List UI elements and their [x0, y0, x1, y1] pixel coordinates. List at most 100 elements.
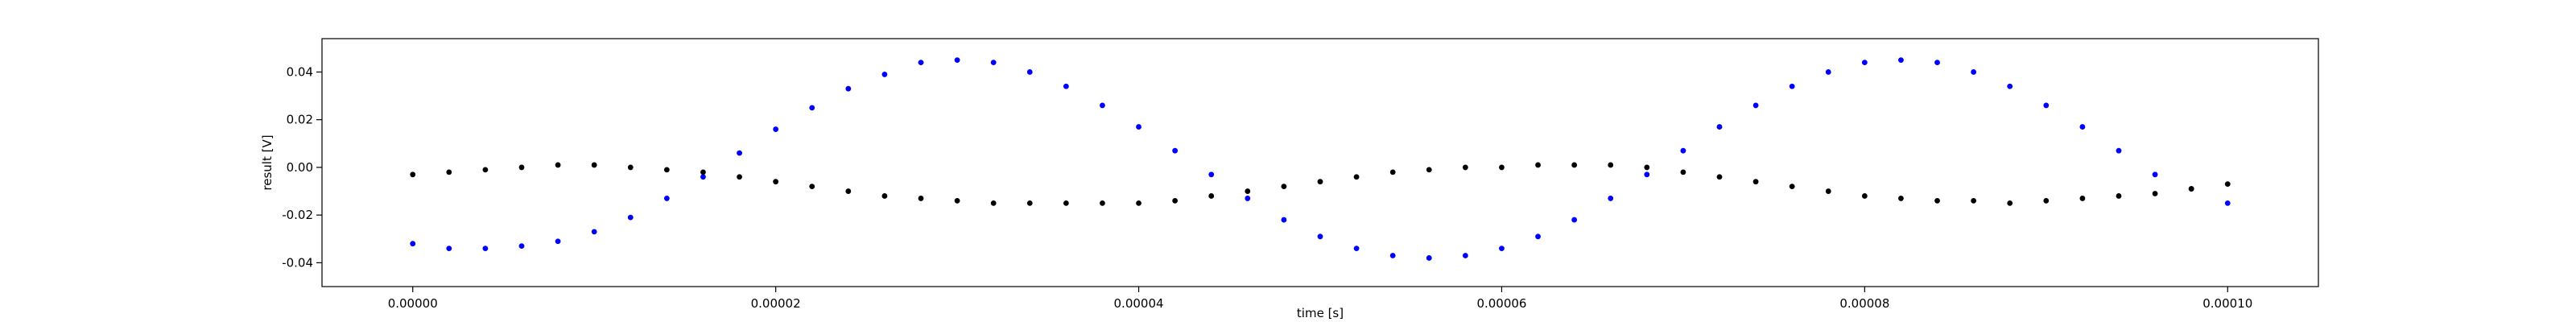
y-tick-label: 0.00 [287, 160, 313, 175]
series-1-point [2116, 147, 2122, 154]
series-1-point [1535, 233, 1541, 240]
series-2-point [1426, 167, 1432, 173]
series-1-point [1752, 102, 1759, 109]
series-layer [410, 57, 2231, 261]
series-2-point [1281, 184, 1287, 190]
series-1-point [1281, 217, 1287, 223]
series-1-point [2079, 124, 2086, 130]
series-2-point [773, 179, 779, 185]
series-2-point [2188, 186, 2194, 192]
series-2-point [1971, 197, 1977, 204]
series-2-point [1499, 164, 1505, 171]
series-2-point [663, 167, 670, 173]
series-1-point [700, 174, 706, 180]
series-2-point [845, 188, 852, 194]
series-1-point [773, 126, 779, 132]
series-2-point [1752, 179, 1759, 185]
series-2-point [1353, 174, 1360, 180]
series-2-point [1389, 169, 1396, 175]
series-2-point [1026, 200, 1033, 206]
series-2-point [1825, 188, 1831, 194]
series-1-point [482, 246, 489, 252]
series-1-point [918, 60, 924, 66]
series-1-point [1172, 147, 1179, 154]
series-2-point [1172, 197, 1179, 204]
series-1-point [2007, 83, 2013, 89]
series-1-point [990, 60, 997, 66]
series-2-point [954, 197, 960, 204]
y-tick-label: -0.02 [282, 208, 313, 222]
series-2-point [2007, 200, 2013, 206]
x-axis-ticks: 0.00000 0.00002 0.00004 0.00006 0.00008 0.000… [388, 287, 2252, 311]
series-2-point [1608, 162, 1614, 168]
series-1-point [1825, 69, 1831, 75]
series-2-point [2043, 197, 2050, 204]
series-1-point [1680, 147, 1686, 154]
series-1-point [1499, 246, 1505, 252]
series-1-point [1026, 69, 1033, 75]
x-tick-label: 0.00000 [388, 296, 438, 311]
series-2-point [809, 184, 815, 190]
series-1-point [1136, 124, 1141, 130]
series-2-point [2079, 196, 2086, 201]
series-2-point [1644, 164, 1650, 171]
series-2-point [700, 169, 706, 175]
series-1-point [591, 229, 597, 235]
series-1-point [1934, 60, 1940, 66]
series-1-point [627, 214, 634, 221]
x-tick-label: 0.00010 [2202, 296, 2252, 311]
series-1-point [446, 246, 452, 252]
series-1-point [1100, 102, 1105, 109]
series-2-point [1934, 197, 1940, 204]
series-2-point [737, 174, 742, 180]
series-1-point [2224, 200, 2231, 206]
series-1-point [881, 72, 888, 77]
series-2-point [1462, 164, 1468, 171]
series-2-point [881, 193, 888, 199]
series-2-point [591, 162, 597, 168]
series-2-point [446, 169, 452, 175]
y-tick-label: -0.04 [282, 255, 313, 270]
series-1-point [1389, 253, 1396, 258]
series-1-point [1716, 124, 1723, 130]
series-1-point [809, 105, 815, 111]
series-2-point [518, 164, 525, 171]
series-2-point [1789, 184, 1795, 190]
series-1-point [1789, 83, 1795, 89]
series-2-point [1571, 162, 1578, 168]
series-2-point [1680, 169, 1686, 175]
series-2-point [555, 162, 561, 168]
series-1-point [2152, 171, 2158, 178]
series-1-point [1208, 171, 1215, 178]
series-2-point [1100, 200, 1105, 206]
series-2-point [1317, 179, 1323, 185]
series-2-point [410, 171, 416, 178]
plot-area-frame [321, 38, 2319, 287]
x-axis-label: time [s] [1297, 306, 1344, 320]
series-2-point [1063, 200, 1069, 206]
series-1-point [663, 196, 670, 201]
y-axis-ticks: -0.04 -0.02 0.00 0.02 0.04 [282, 64, 322, 270]
series-2-point [1716, 174, 1723, 180]
series-2-point [1861, 193, 1868, 199]
x-tick-label: 0.00004 [1114, 296, 1164, 311]
series-1-point [1426, 255, 1432, 261]
x-tick-label: 0.00006 [1476, 296, 1526, 311]
y-tick-label: 0.02 [287, 113, 313, 127]
series-1-point [1353, 246, 1360, 252]
series-1-point [555, 238, 561, 245]
series-2-point [2152, 191, 2158, 196]
y-tick-label: 0.04 [287, 64, 313, 79]
series-2-point [2224, 181, 2231, 188]
series-2-point [482, 167, 489, 173]
series-1-point [518, 243, 525, 250]
series-1-point [1063, 83, 1069, 89]
series-2-point [2116, 193, 2122, 199]
series-2-point [627, 164, 634, 171]
series-1-point [1462, 253, 1468, 258]
series-1-point [737, 150, 742, 156]
y-axis-label: result [V] [260, 134, 275, 190]
series-2-point [1535, 162, 1541, 168]
